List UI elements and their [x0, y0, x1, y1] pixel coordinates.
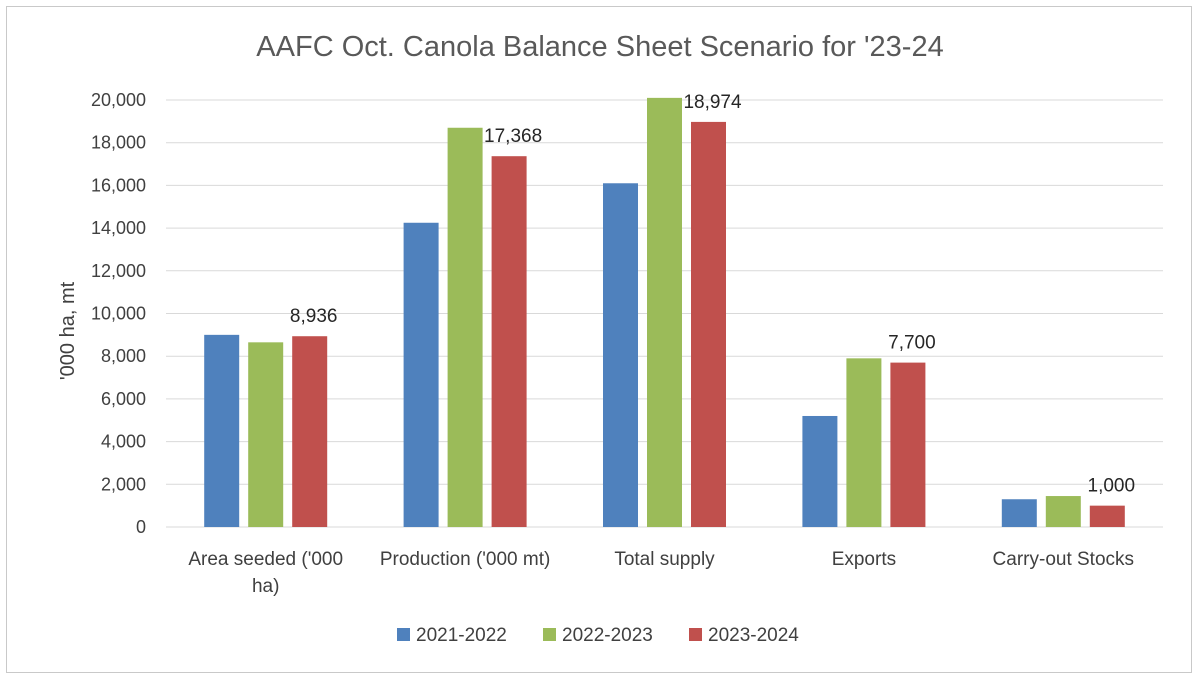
y-tick-label: 10,000: [91, 304, 146, 324]
bars: [204, 97, 1125, 528]
legend-swatch: [397, 628, 410, 641]
category-label: Production ('000 mt): [380, 549, 550, 570]
y-tick-label: 8,000: [101, 346, 146, 366]
y-tick-label: 6,000: [101, 389, 146, 409]
chart-title: AAFC Oct. Canola Balance Sheet Scenario …: [256, 31, 943, 63]
y-axis-label: '000 ha, mt: [57, 281, 79, 380]
bar-2023-2024-3: [890, 362, 926, 527]
data-labels: 8,936 17,368 18,974 7,700 1,000: [290, 92, 1135, 497]
bar-2022-2023-2: [647, 97, 682, 528]
category-label: Carry-out Stocks: [993, 549, 1134, 570]
bar-2022-2023-1: [447, 127, 483, 527]
category-label: ha): [252, 576, 279, 597]
y-tick-label: 0: [136, 517, 146, 537]
bar-2023-2024-2: [691, 121, 726, 528]
bar-2023-2024-1: [491, 156, 527, 527]
legend-label: 2021-2022: [416, 625, 507, 646]
data-label: 7,700: [888, 333, 936, 354]
bar-2022-2023-4: [1045, 496, 1081, 527]
y-tick-label: 20,000: [91, 90, 146, 110]
category-label: Area seeded ('000: [188, 549, 343, 570]
legend-swatch: [543, 628, 556, 641]
x-axis-categories: Area seeded ('000 ha) Production ('000 mt)…: [188, 549, 1134, 597]
bar-2021-2022-1: [403, 222, 439, 527]
data-label: 8,936: [290, 306, 338, 327]
category-label: Total supply: [614, 549, 715, 570]
y-tick-label: 18,000: [91, 133, 146, 153]
bar-2021-2022-3: [802, 415, 838, 527]
bar-2021-2022-4: [1001, 499, 1037, 527]
y-tick-label: 12,000: [91, 261, 146, 281]
legend: 2021-2022 2022-2023 2023-2024: [397, 625, 799, 646]
bar-2021-2022-0: [204, 334, 240, 527]
bar-2022-2023-3: [846, 358, 882, 527]
y-tick-label: 2,000: [101, 474, 146, 494]
y-tick-label: 4,000: [101, 432, 146, 452]
bar-2023-2024-4: [1089, 505, 1125, 527]
y-tick-label: 14,000: [91, 218, 146, 238]
y-tick-label: 16,000: [91, 175, 146, 195]
category-label: Exports: [832, 549, 896, 570]
bar-2021-2022-2: [603, 183, 638, 527]
legend-swatch: [689, 628, 702, 641]
data-label: 18,974: [683, 92, 742, 113]
bar-2022-2023-0: [248, 342, 284, 527]
legend-label: 2023-2024: [708, 625, 799, 646]
y-axis-ticks: 0 2,000 4,000 6,000 8,000 10,000 12,000 14,000 1…: [91, 90, 146, 537]
data-label: 1,000: [1088, 476, 1136, 497]
legend-label: 2022-2023: [562, 625, 653, 646]
data-label: 17,368: [484, 126, 542, 147]
chart-frame: [6, 6, 1192, 673]
bar-2023-2024-0: [292, 336, 328, 527]
